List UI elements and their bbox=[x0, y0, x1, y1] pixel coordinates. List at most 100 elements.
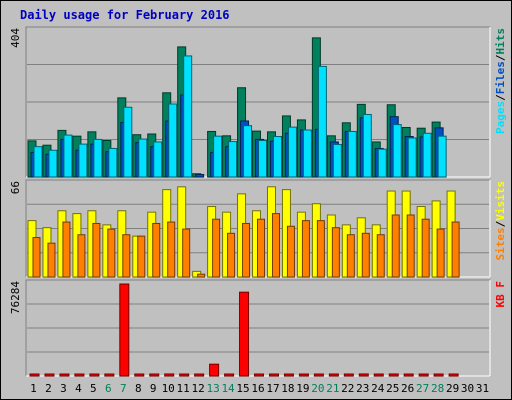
bar-pages bbox=[377, 148, 387, 178]
x-tick-label: 28 bbox=[431, 382, 444, 395]
x-tick-label: 14 bbox=[221, 382, 235, 395]
bar-kb-f bbox=[403, 373, 414, 377]
bar-kb-f bbox=[448, 373, 459, 377]
x-tick-label: 6 bbox=[105, 382, 112, 395]
bar-kb-f bbox=[44, 373, 55, 377]
legend: KB F bbox=[494, 281, 507, 308]
bar-pages bbox=[272, 136, 282, 178]
x-tick-label: 18 bbox=[281, 382, 294, 395]
bar-kb-f bbox=[433, 373, 444, 377]
x-tick-label: 10 bbox=[162, 382, 175, 395]
bar-kb-f bbox=[89, 373, 100, 377]
bar-sites bbox=[137, 235, 146, 278]
bar-kb-f bbox=[134, 373, 145, 377]
bar-sites bbox=[197, 273, 206, 278]
legend: Pages/Files/Hits bbox=[494, 28, 507, 134]
bar-kb-f bbox=[254, 373, 265, 377]
x-tick-label: 19 bbox=[296, 382, 309, 395]
x-tick-label: 22 bbox=[341, 382, 354, 395]
bar-sites bbox=[92, 222, 101, 278]
x-tick-label: 24 bbox=[371, 382, 385, 395]
bar-sites bbox=[77, 234, 86, 278]
bar-sites bbox=[406, 214, 415, 278]
bar-sites bbox=[316, 220, 325, 278]
bar-pages bbox=[138, 138, 148, 178]
bar-kb-f bbox=[74, 373, 85, 377]
bar-sites bbox=[301, 220, 310, 278]
x-tick-label: 16 bbox=[251, 382, 264, 395]
y-max-label: 404 bbox=[9, 28, 22, 48]
bar-sites bbox=[47, 242, 56, 278]
bar-pages bbox=[302, 129, 312, 178]
legend-entry: KB F bbox=[494, 281, 507, 308]
bar-pages bbox=[347, 130, 357, 178]
bar-files bbox=[195, 173, 205, 178]
bar-pages bbox=[48, 149, 58, 178]
bar-sites bbox=[436, 228, 445, 278]
bar-kb-f bbox=[59, 373, 70, 377]
bar-pages bbox=[228, 141, 238, 178]
x-tick-label: 4 bbox=[75, 382, 82, 395]
bar-sites bbox=[391, 214, 400, 278]
bar-pages bbox=[183, 55, 193, 178]
x-tick-label: 12 bbox=[192, 382, 205, 395]
bar-pages bbox=[63, 134, 73, 178]
x-tick-label: 9 bbox=[150, 382, 157, 395]
bar-sites bbox=[451, 221, 460, 278]
legend-entry: Hits bbox=[494, 28, 507, 55]
x-tick-label: 2 bbox=[45, 382, 52, 395]
bar-pages bbox=[243, 125, 253, 178]
x-tick-label: 25 bbox=[386, 382, 399, 395]
bar-kb-f bbox=[104, 373, 115, 377]
legend-separator: / bbox=[494, 220, 507, 227]
bar-sites bbox=[376, 234, 385, 278]
bar-kb-f bbox=[283, 373, 294, 377]
y-max-label: 76284 bbox=[9, 281, 22, 314]
bar-sites bbox=[331, 227, 340, 278]
legend-entry: Visits bbox=[494, 181, 507, 221]
bar-kb-f bbox=[119, 283, 130, 377]
legend-entry: Sites bbox=[494, 227, 507, 260]
bar-kb-f bbox=[268, 373, 279, 377]
bar-pages bbox=[407, 137, 417, 178]
bar-kb-f bbox=[239, 291, 250, 377]
bar-pages bbox=[108, 147, 118, 178]
bar-sites bbox=[62, 221, 71, 278]
x-tick-label: 31 bbox=[476, 382, 489, 395]
x-tick-label: 27 bbox=[416, 382, 429, 395]
bar-pages bbox=[168, 103, 178, 178]
bar-kb-f bbox=[313, 373, 324, 377]
legend-separator: / bbox=[494, 94, 507, 101]
bar-sites bbox=[361, 232, 370, 278]
bar-kb-f bbox=[224, 373, 235, 377]
bar-kb-f bbox=[164, 373, 175, 377]
bar-kb-f bbox=[179, 373, 190, 377]
bar-kb-f bbox=[149, 373, 160, 377]
bar-kb-f bbox=[29, 373, 40, 377]
bar-pages bbox=[422, 132, 432, 178]
x-tick-label: 23 bbox=[356, 382, 369, 395]
bar-kb-f bbox=[298, 373, 309, 377]
x-tick-label: 20 bbox=[311, 382, 324, 395]
bar-kb-f bbox=[373, 373, 384, 377]
bar-sites bbox=[257, 218, 266, 278]
bar-pages bbox=[392, 124, 402, 178]
x-tick-label: 5 bbox=[90, 382, 97, 395]
bar-sites bbox=[152, 222, 161, 278]
bar-sites bbox=[242, 222, 251, 278]
legend-separator: / bbox=[494, 54, 507, 61]
bar-sites bbox=[212, 218, 221, 278]
bar-pages bbox=[332, 143, 342, 178]
bar-pages bbox=[123, 106, 133, 178]
bar-sites bbox=[421, 218, 430, 278]
bar-pages bbox=[93, 138, 103, 178]
bar-kb-f bbox=[209, 363, 220, 377]
bar-sites bbox=[227, 232, 236, 278]
x-tick-label: 17 bbox=[266, 382, 279, 395]
legend-entry: Files bbox=[494, 61, 507, 94]
bar-kb-f bbox=[328, 373, 339, 377]
bar-kb-f bbox=[343, 373, 354, 377]
bar-pages bbox=[33, 146, 43, 178]
bar-pages bbox=[317, 65, 327, 178]
legend: Sites/Visits bbox=[494, 181, 507, 261]
